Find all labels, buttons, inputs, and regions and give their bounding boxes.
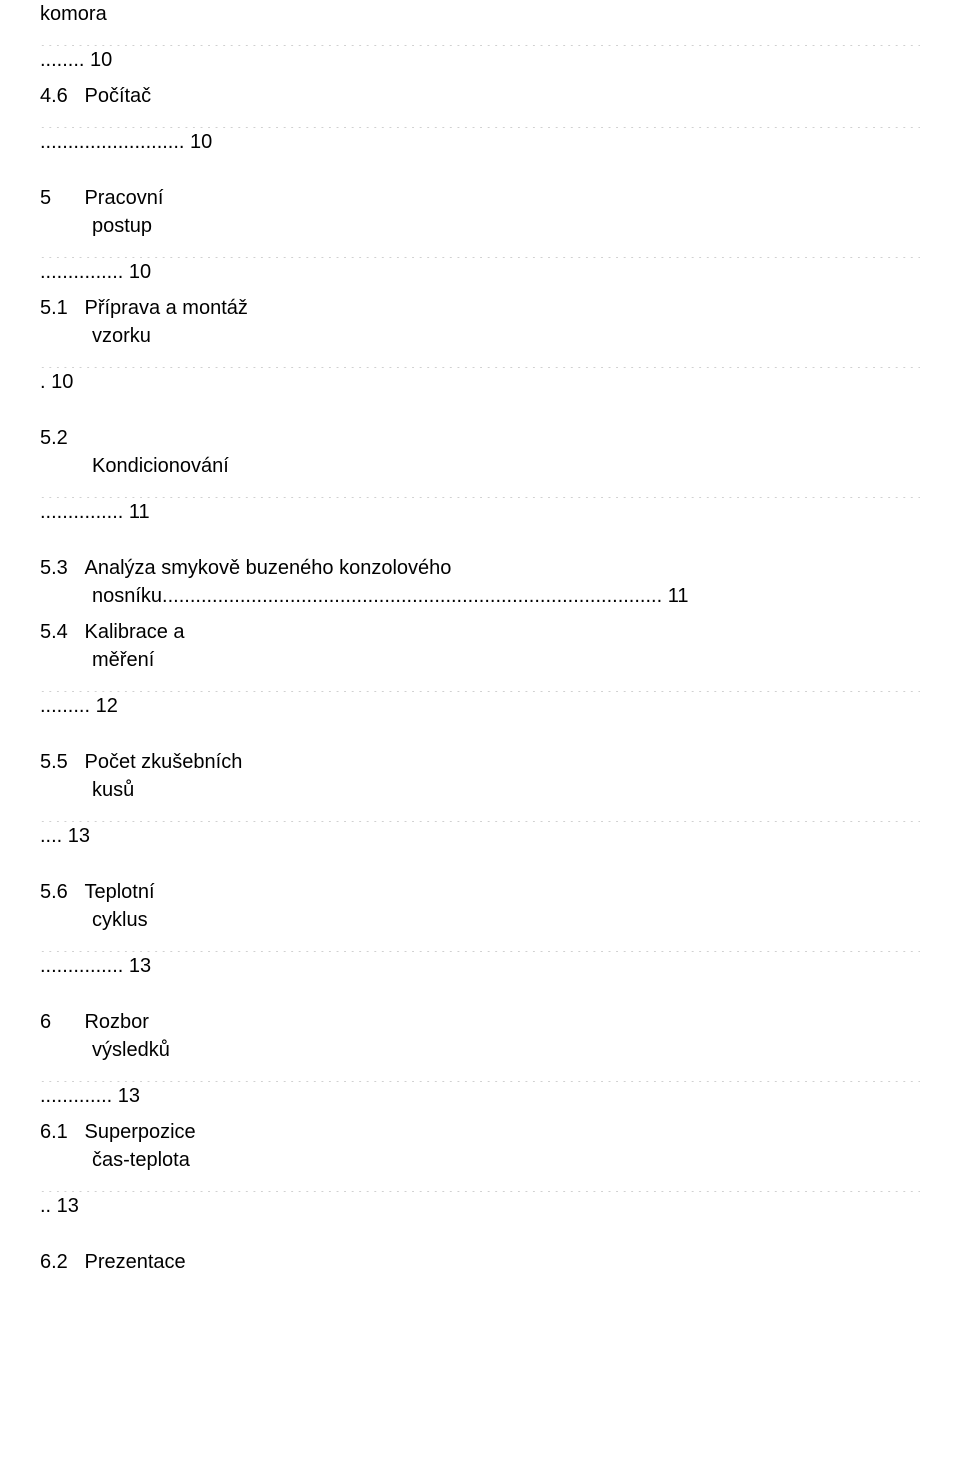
- toc-subtitle: Kondicionování: [40, 452, 920, 480]
- toc-number: 5.1: [40, 297, 68, 319]
- toc-entry: 5.2 Kondicionování......................…: [40, 424, 920, 526]
- toc-title: Teplotní: [84, 881, 154, 903]
- toc-entry: 6 Rozborvýsledků........................…: [40, 1008, 920, 1110]
- toc-title-row: 5.3 Analýza smykově buzeného konzolového: [40, 554, 920, 582]
- toc-title-row: 5.1 Příprava a montáž: [40, 294, 920, 322]
- toc-page-number: .... 13: [40, 822, 920, 850]
- toc-subtitle: kusů: [40, 776, 920, 804]
- toc-entry: 5.4 Kalibrace aměření...................…: [40, 618, 920, 720]
- toc-page-number: ............... 11: [40, 498, 920, 526]
- toc-subtitle: postup: [40, 212, 920, 240]
- toc-leader-dots: ........................................…: [40, 28, 920, 46]
- toc-page-number: .......................... 10: [40, 128, 920, 156]
- toc-title: Počet zkušebních: [84, 751, 242, 773]
- toc-number: 5.2: [40, 427, 68, 449]
- toc-page-number: ........ 10: [40, 46, 920, 74]
- toc-page-number: ............. 13: [40, 1082, 920, 1110]
- toc-entry: 4.6 Počítač.............................…: [40, 82, 920, 156]
- toc-page-number: ............... 10: [40, 258, 920, 286]
- toc-subtitle: cyklus: [40, 906, 920, 934]
- toc-leader-dots: ........................................…: [40, 674, 920, 692]
- toc-number: 5.5: [40, 751, 68, 773]
- toc-subtitle: výsledků: [40, 1036, 920, 1064]
- toc-entry: 6.1 Superpozicečas-teplota..............…: [40, 1118, 920, 1220]
- toc-title: Kalibrace a: [84, 621, 184, 643]
- toc-title-row: 6 Rozbor: [40, 1008, 920, 1036]
- toc-number: 5: [40, 187, 51, 209]
- toc-leader-dots: ........................................…: [40, 1064, 920, 1082]
- toc-subtitle: čas-teplota: [40, 1146, 920, 1174]
- toc-title-row: 5.5 Počet zkušebních: [40, 748, 920, 776]
- toc-number: 5.4: [40, 621, 68, 643]
- toc-title-row: 6.2 Prezentace: [40, 1248, 920, 1276]
- toc-title: Prezentace: [84, 1251, 185, 1273]
- toc-title: Superpozice: [84, 1121, 195, 1143]
- toc-number: 6: [40, 1011, 51, 1033]
- toc-leader-dots: ........................................…: [40, 1174, 920, 1192]
- toc-title: komora: [40, 3, 107, 25]
- toc-title-row: 5 Pracovní: [40, 184, 920, 212]
- toc-leader-dots: ........................................…: [40, 480, 920, 498]
- toc-leader-dots: ........................................…: [40, 350, 920, 368]
- toc-title: Počítač: [84, 85, 151, 107]
- toc-entry: 5.5 Počet zkušebníchkusů................…: [40, 748, 920, 850]
- toc-leader-dots: ........................................…: [40, 934, 920, 952]
- toc-number: 6.1: [40, 1121, 68, 1143]
- toc-page-number: ......... 12: [40, 692, 920, 720]
- toc-title-row: 4.6 Počítač: [40, 82, 920, 110]
- toc-title: Analýza smykově buzeného konzolového: [84, 557, 451, 579]
- toc-entry: 5.3 Analýza smykově buzeného konzolového…: [40, 554, 920, 610]
- toc-subtitle: nosníku.................................…: [40, 582, 920, 610]
- toc-leader-dots: ........................................…: [40, 240, 920, 258]
- toc-subtitle: měření: [40, 646, 920, 674]
- toc-subtitle: vzorku: [40, 322, 920, 350]
- toc-entry: 5.1 Příprava a montážvzorku.............…: [40, 294, 920, 396]
- toc-number: 5.3: [40, 557, 68, 579]
- toc-number: 4.6: [40, 85, 68, 107]
- toc-title-row: komora: [40, 0, 920, 28]
- toc-page-number: . 10: [40, 368, 920, 396]
- toc-number: 6.2: [40, 1251, 68, 1273]
- toc-title: Rozbor: [84, 1011, 148, 1033]
- toc-title-row: 5.4 Kalibrace a: [40, 618, 920, 646]
- toc-entry: 6.2 Prezentace: [40, 1248, 920, 1276]
- toc-number: 5.6: [40, 881, 68, 903]
- toc-title-row: 5.6 Teplotní: [40, 878, 920, 906]
- toc-title-row: 5.2: [40, 424, 920, 452]
- toc-leader-dots: ........................................…: [40, 110, 920, 128]
- toc-leader-dots: ........................................…: [40, 804, 920, 822]
- toc-title: Pracovní: [84, 187, 163, 209]
- toc-title-row: 6.1 Superpozice: [40, 1118, 920, 1146]
- toc-page-number: ............... 13: [40, 952, 920, 980]
- toc-entry: komora..................................…: [40, 0, 920, 74]
- toc-page-number: .. 13: [40, 1192, 920, 1220]
- toc-title: Příprava a montáž: [84, 297, 247, 319]
- toc-entry: 5.6 Teplotnícyklus......................…: [40, 878, 920, 980]
- toc-entry: 5 Pracovnípostup........................…: [40, 184, 920, 286]
